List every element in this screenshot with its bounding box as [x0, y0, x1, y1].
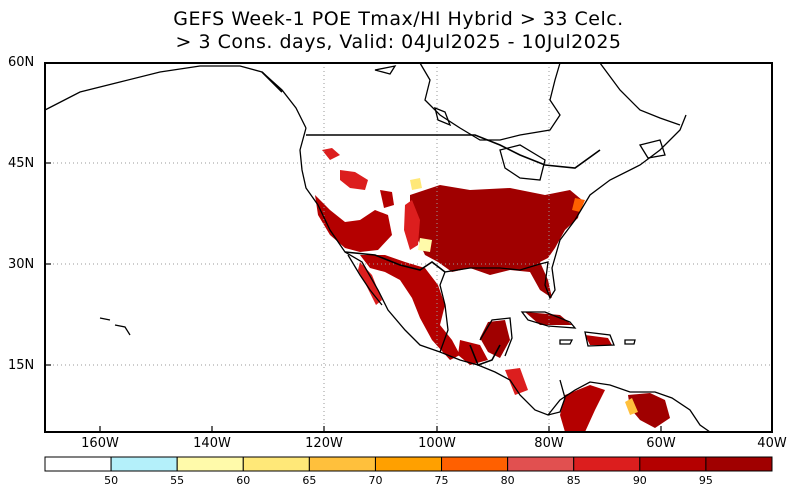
fill-utah: [380, 190, 394, 208]
fill-edge-texas: [418, 238, 432, 252]
graticule: [45, 63, 772, 432]
colorbar-label: 85: [566, 474, 581, 487]
fill-edge-ne: [410, 178, 422, 190]
border-us-mexico: [344, 251, 446, 273]
colorbar-swatch: [507, 456, 575, 472]
colorbar-swatch: [573, 456, 641, 472]
coast-jamaica: [559, 339, 574, 345]
lon-label-40w: 40W: [757, 436, 787, 451]
colorbar-swatch: [110, 456, 178, 472]
lon-label-160w: 160W: [81, 436, 119, 451]
colorbar-swatch: [374, 456, 443, 472]
coast-hudson-island: [434, 106, 452, 127]
coast-cuba: [520, 311, 577, 329]
border-guatemala: [469, 344, 501, 367]
islands-hawaii: [99, 317, 131, 336]
colorbar-label: 60: [236, 474, 251, 487]
colorbar-label: 80: [500, 474, 515, 487]
colorbar-label: 90: [632, 474, 647, 487]
fill-venezuela-edge: [625, 398, 638, 415]
borders: [261, 71, 601, 367]
coast-gulf: [439, 114, 687, 353]
fill-california: [315, 195, 392, 252]
colorbar-swatch: [639, 456, 707, 472]
coast-baja: [347, 254, 383, 306]
border-us-canada: [306, 134, 601, 169]
coast-yucatan: [479, 317, 513, 357]
coast-alaska: [44, 65, 307, 129]
lon-label-120w: 120W: [305, 436, 343, 451]
coast-south-america: [547, 381, 711, 433]
coast-bc: [299, 127, 566, 416]
fill-cuba: [525, 312, 572, 325]
colorbar-label: 75: [434, 474, 449, 487]
colorbar-swatch: [176, 456, 244, 472]
coast-hispaniola: [584, 331, 615, 347]
fill-venezuela: [628, 393, 670, 428]
lon-label-60w: 60W: [646, 436, 676, 451]
lat-label-30n: 30N: [8, 257, 35, 272]
coast-newfoundland: [638, 139, 666, 159]
fill-central-america: [505, 368, 528, 395]
fill-colombia: [560, 385, 605, 432]
fill-central-us-edge: [404, 200, 420, 250]
colorbar-swatch: [44, 456, 112, 472]
fill-yucatan: [480, 320, 510, 358]
colorbar-swatch: [441, 456, 509, 472]
border-alaska-canada: [261, 71, 283, 93]
map-title-line2: > 3 Cons. days, Valid: 04Jul2025 - 10Jul…: [175, 31, 622, 53]
colorbar-label: 65: [302, 474, 317, 487]
coast-great-lakes: [499, 144, 546, 181]
lat-label-45n: 45N: [8, 156, 35, 171]
coast-labrador: [599, 62, 681, 126]
colorbar-label: 50: [104, 474, 119, 487]
lon-label-100w: 100W: [418, 436, 456, 451]
map-title-line1: GEFS Week-1 POE Tmax/HI Hybrid > 33 Celc…: [173, 8, 624, 30]
probability-fill-layer: [315, 148, 670, 432]
colorbar-label: 70: [368, 474, 383, 487]
fill-hispaniola: [585, 335, 612, 345]
fill-central-us: [410, 185, 582, 298]
lon-label-80w: 80W: [534, 436, 564, 451]
axis-ticks: [45, 162, 662, 432]
map-frame: [44, 62, 773, 433]
lat-label-15n: 15N: [8, 358, 35, 373]
coast-hudson: [419, 62, 561, 141]
fill-mexico: [360, 255, 460, 360]
colorbar: [44, 456, 773, 472]
colorbar-label: 95: [698, 474, 713, 487]
lat-label-60n: 60N: [8, 55, 35, 70]
colorbar-swatch: [308, 456, 376, 472]
colorbar-swatch: [705, 456, 773, 472]
fill-idaho: [340, 170, 368, 190]
fill-montana-pt: [322, 148, 340, 160]
island-baffin: [374, 65, 397, 75]
coastlines: [44, 62, 711, 433]
colorbar-swatch: [242, 456, 310, 472]
lon-label-140w: 140W: [193, 436, 231, 451]
colorbar-label: 55: [170, 474, 185, 487]
coast-puerto-rico: [624, 339, 636, 345]
fill-edge-east: [572, 198, 585, 212]
fill-baja: [358, 262, 382, 305]
